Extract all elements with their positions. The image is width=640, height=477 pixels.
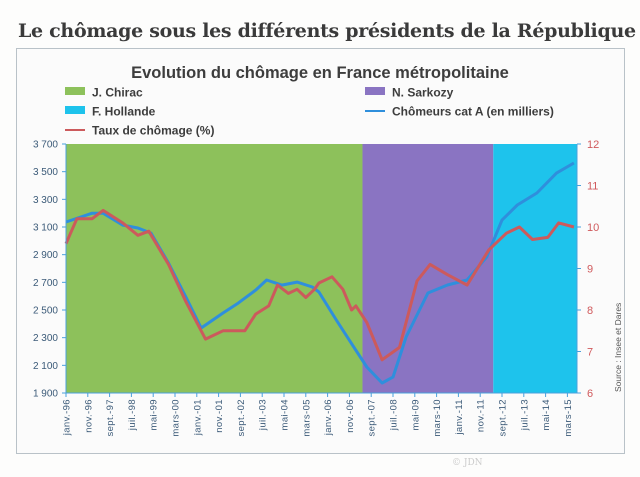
x-tick-label: mai-14 <box>541 399 552 430</box>
watermark: © JDN <box>452 458 483 468</box>
x-tick-label: janv.-96 <box>62 399 73 436</box>
right-tick-label: 6 <box>587 388 593 400</box>
band-j-chirac <box>66 144 363 393</box>
x-tick-label: sept.-02 <box>236 399 247 437</box>
x-tick-label: sept.-12 <box>498 399 509 437</box>
x-tick-label: nov.-06 <box>345 399 356 433</box>
taux-line <box>64 208 575 362</box>
left-tick-label: 2 100 <box>33 361 58 372</box>
legend: J. Chirac N. Sarkozy F. Hollande Chômeurs c… <box>65 86 554 138</box>
x-tick-label: juil.-08 <box>389 399 400 431</box>
left-tick-label: 3 100 <box>33 223 58 234</box>
legend-swatch <box>65 87 85 95</box>
x-tick-label: janv.-11 <box>454 399 465 436</box>
president-bands <box>66 144 577 393</box>
page-title: Le chômage sous les différents président… <box>18 20 636 42</box>
right-tick-label: 10 <box>587 222 599 234</box>
legend-label: J. Chirac <box>92 86 143 100</box>
x-tick-label: mars-05 <box>301 399 312 437</box>
axes: 3 700 3 500 3 300 3 100 2 900 2 700 2 500 2 300… <box>33 139 599 437</box>
x-tick-label: janv.-06 <box>323 399 334 436</box>
left-tick-label: 2 900 <box>33 250 58 261</box>
right-tick-label: 11 <box>587 181 598 193</box>
left-tick-label: 1 900 <box>33 389 58 400</box>
legend-label: N. Sarkozy <box>392 86 454 100</box>
left-tick-label: 3 500 <box>33 167 58 178</box>
x-tick-label: sept.-07 <box>367 399 378 437</box>
legend-label: F. Hollande <box>92 105 156 119</box>
left-tick-label: 3 700 <box>33 140 58 151</box>
left-tick-label: 2 500 <box>33 306 58 317</box>
right-tick-label: 7 <box>587 347 593 359</box>
legend-label: Chômeurs cat A (en milliers) <box>392 105 554 119</box>
x-tick-label: mars-15 <box>563 399 574 437</box>
left-tick-label: 2 700 <box>33 278 58 289</box>
x-tick-label: nov.-96 <box>83 399 94 433</box>
x-tick-label: janv.-01 <box>192 399 203 436</box>
source-note: Source : Insee et Dares <box>613 303 623 392</box>
right-tick-label: 8 <box>587 305 593 317</box>
right-tick-label: 12 <box>587 139 599 151</box>
band-f-hollande <box>493 144 577 393</box>
left-tick-label: 2 300 <box>33 333 58 344</box>
x-tick-label: nov.-11 <box>476 399 487 432</box>
x-tick-label: juil.-03 <box>258 399 269 431</box>
x-tick-label: juil.-13 <box>519 399 530 431</box>
x-tick-label: mai-09 <box>410 399 421 430</box>
x-tick-label: juil.-98 <box>127 399 138 431</box>
x-tick-label: mars-10 <box>432 399 443 437</box>
x-tick-label: mars-00 <box>171 399 182 437</box>
right-tick-label: 9 <box>587 264 593 276</box>
left-tick-label: 3 300 <box>33 195 58 206</box>
legend-label: Taux de chômage (%) <box>92 124 214 138</box>
series-lines <box>64 161 575 385</box>
legend-swatch <box>365 87 385 95</box>
x-tick-label: mai-04 <box>280 399 291 430</box>
legend-swatch <box>65 106 85 114</box>
x-tick-label: sept.-97 <box>105 399 116 437</box>
x-tick-label: nov.-01 <box>214 399 225 433</box>
x-tick-label: mai-99 <box>149 399 160 430</box>
chart-title: Evolution du chômage en France métropoli… <box>131 64 509 82</box>
